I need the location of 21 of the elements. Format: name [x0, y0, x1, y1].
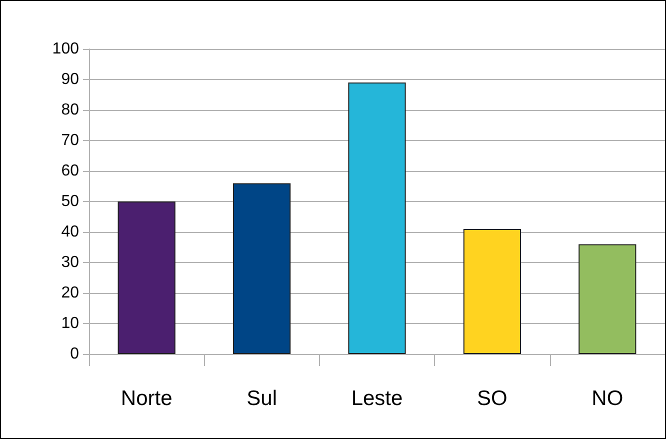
y-tick-label: 10	[61, 315, 80, 332]
bar	[233, 183, 291, 354]
x-tick-label: Sul	[246, 387, 277, 410]
y-tick-label: 70	[61, 132, 80, 149]
x-tick-label: Leste	[351, 387, 403, 410]
y-tick-label: 80	[61, 102, 80, 118]
x-tick-label: NO	[592, 387, 624, 410]
y-tick-label: 100	[52, 40, 80, 58]
y-tick-label: 20	[61, 284, 80, 302]
bar	[463, 228, 521, 354]
y-tick-label: 60	[61, 162, 80, 180]
y-tick-label: 30	[61, 254, 80, 271]
y-tick-label: 40	[61, 224, 80, 240]
bar	[578, 244, 636, 354]
x-tick-label: Norte	[120, 387, 172, 410]
y-tick-label: 90	[61, 71, 80, 88]
bar	[348, 82, 406, 354]
y-tick-label: 50	[61, 193, 80, 210]
y-tick-label: 0	[70, 346, 80, 362]
x-tick-label: SO	[477, 387, 508, 410]
bar	[118, 202, 176, 354]
